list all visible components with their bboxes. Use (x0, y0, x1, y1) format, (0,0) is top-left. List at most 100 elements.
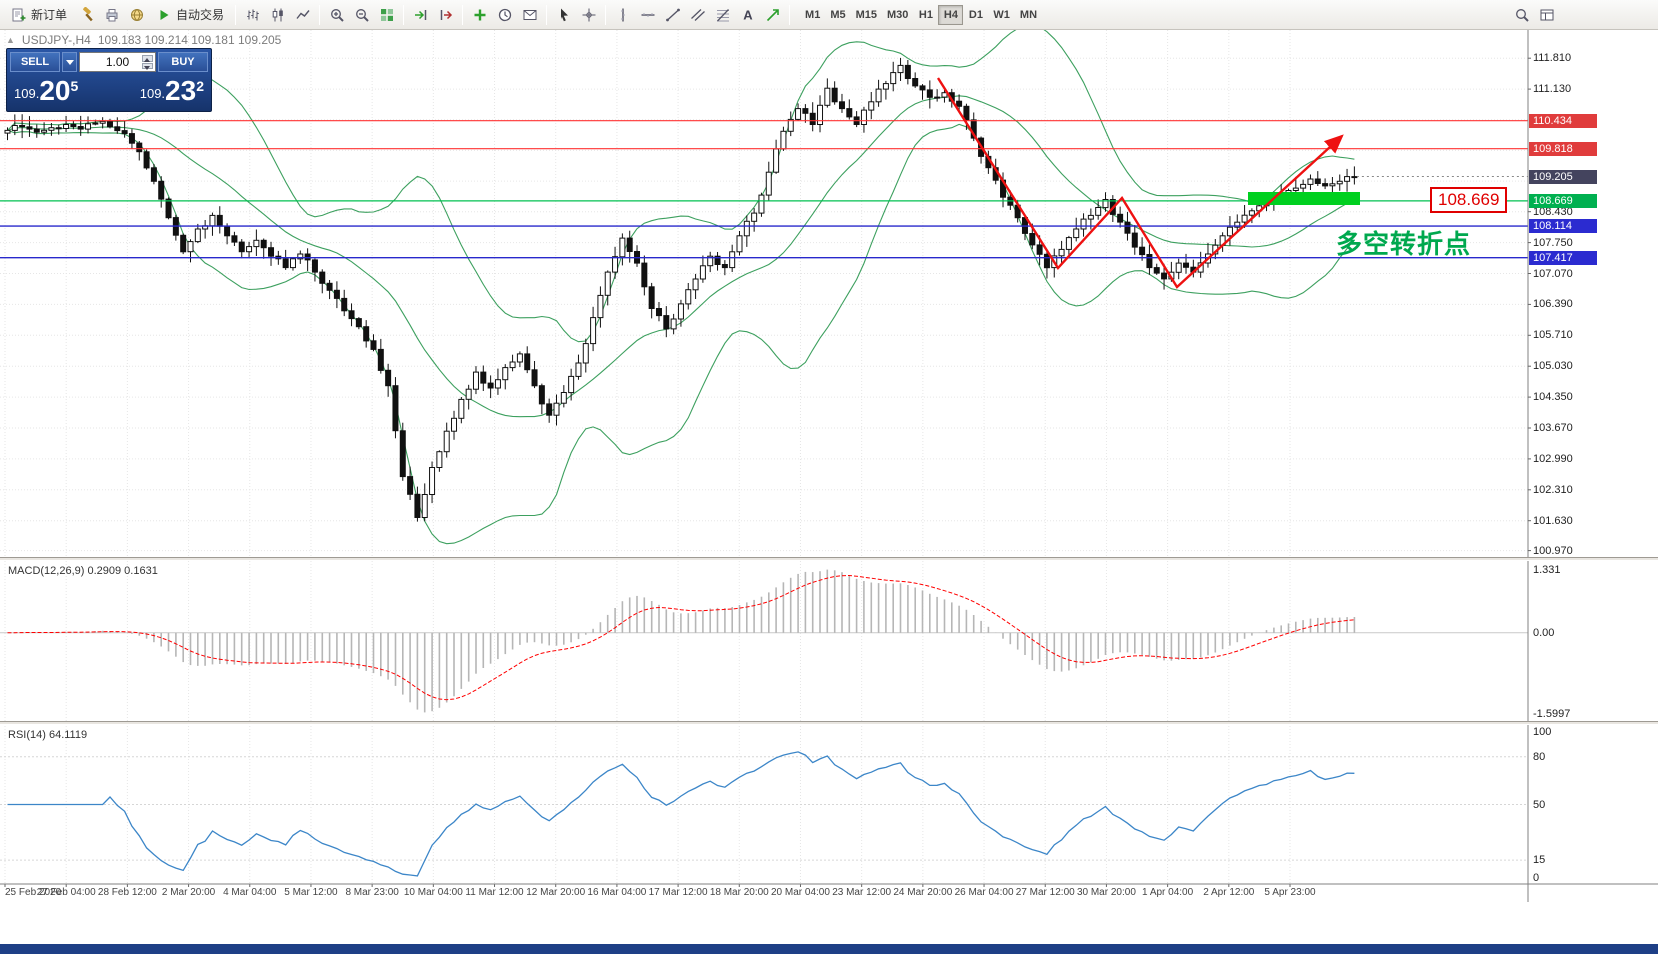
time-axis-label: 5 Apr 23:00 (1264, 887, 1316, 898)
order-type-dropdown[interactable] (62, 52, 77, 72)
one-click-trading-panel: SELL 1.00 BUY 109.205 109.232 (6, 48, 212, 112)
trade-tools-button[interactable] (74, 3, 99, 27)
zoom-out-button[interactable] (349, 3, 374, 27)
time-axis-label: 11 Mar 12:00 (465, 887, 524, 898)
volume-field[interactable]: 1.00 (79, 52, 156, 72)
channel-button[interactable] (685, 3, 710, 27)
toolbar-right (1509, 3, 1559, 27)
autoscroll-icon (413, 7, 429, 23)
new-order-button-label: 新订单 (31, 8, 68, 22)
collapse-trade-panel-button[interactable]: ▲ (6, 35, 15, 45)
arrows-icon (765, 7, 781, 23)
indicators-button[interactable] (467, 3, 492, 27)
auto-scroll-button[interactable] (408, 3, 433, 27)
print-button[interactable] (99, 3, 124, 27)
volume-decrease-button[interactable] (142, 62, 153, 69)
timeframe-m30[interactable]: M30 (887, 8, 909, 21)
time-axis-label: 2 Mar 20:00 (161, 887, 216, 898)
timeframe-m1[interactable]: M1 (805, 8, 821, 21)
bid-main-digits: 20 (39, 75, 71, 106)
bid-prefix: 109. (14, 86, 40, 101)
timeframe-w1[interactable]: W1 (993, 8, 1010, 21)
toolbar-separator (403, 4, 405, 25)
time-axis[interactable]: 25 Feb 2020 27 Feb 04:00 28 Feb 12:00 2 Mar… (0, 884, 1658, 902)
trendline-button[interactable] (660, 3, 685, 27)
time-axis-label: 26 Mar 04:00 (954, 887, 1014, 898)
hline-icon (640, 7, 656, 23)
template-icon (522, 7, 538, 23)
new-order-icon (11, 7, 27, 23)
ask-price[interactable]: 109.232 (140, 76, 204, 106)
bar-chart-button[interactable] (240, 3, 265, 27)
new-window-button[interactable] (1534, 3, 1559, 27)
time-axis-label: 24 Mar 20:00 (893, 887, 953, 898)
time-axis-label: 27 Feb 04:00 (36, 887, 96, 898)
symbol-name: USDJPY-,H4 (21, 33, 91, 47)
hammer-icon (79, 6, 95, 23)
search-icon (1514, 7, 1530, 23)
toolbar-separator (235, 4, 237, 25)
timeframe-h4[interactable]: H4 (938, 4, 964, 25)
trade-panel-controls: SELL 1.00 BUY (10, 52, 208, 72)
sell-button[interactable]: SELL (10, 52, 60, 72)
templates-button[interactable] (517, 3, 542, 27)
market-overview-button[interactable] (124, 3, 149, 27)
zoom-in-button[interactable] (324, 3, 349, 27)
turning-point-annotation: 多空转折点 (1336, 229, 1472, 259)
price-callout-label: 108.669 (1430, 187, 1508, 213)
fibonacci-button[interactable] (710, 3, 735, 27)
time-axis-label: 17 Mar 12:00 (648, 887, 708, 898)
chart-shift-button[interactable] (433, 3, 458, 27)
trend-icon (665, 7, 681, 23)
panel-divider[interactable] (0, 557, 1658, 561)
crosshair-icon (581, 7, 597, 23)
auto-trading-button[interactable]: 自动交易 (149, 3, 231, 27)
panel-divider[interactable] (0, 721, 1658, 725)
time-axis-label: 2 Apr 12:00 (1203, 887, 1255, 898)
plus-icon (472, 7, 488, 23)
toolbar-separator (546, 4, 548, 25)
time-axis-label: 25 Feb 2020 (5, 887, 62, 898)
shift-icon (438, 7, 454, 23)
ask-pip-digit: 2 (196, 78, 204, 94)
chevron-down-icon (65, 59, 74, 65)
new-order-button[interactable]: 新订单 (4, 3, 74, 27)
horizontal-line-button[interactable] (635, 3, 660, 27)
bars-icon (245, 7, 261, 23)
time-axis-label: 18 Mar 20:00 (709, 887, 769, 898)
taskbar-strip (0, 944, 1658, 954)
time-axis-label: 20 Mar 04:00 (771, 887, 830, 898)
vline-icon (615, 7, 631, 23)
time-axis-label: 23 Mar 12:00 (832, 887, 892, 898)
svg-text:A: A (743, 7, 753, 22)
crosshair-button[interactable] (576, 3, 601, 27)
fibo-icon (715, 7, 731, 23)
line-chart-button[interactable] (290, 3, 315, 27)
candlestick-chart-button[interactable] (265, 3, 290, 27)
timeframe-m5[interactable]: M5 (830, 8, 846, 21)
search-button[interactable] (1509, 3, 1534, 27)
text-button[interactable]: A (735, 3, 760, 27)
channel-icon (690, 7, 706, 23)
time-axis-label: 1 Apr 04:00 (1142, 887, 1194, 898)
rsi-indicator-label: RSI(14) 64.1119 (8, 729, 88, 741)
timeframe-group: M1 M5 M15 M30 H1 H4 D1 W1 MN (800, 4, 1042, 25)
volume-increase-button[interactable] (142, 55, 153, 62)
buy-button[interactable]: BUY (158, 52, 208, 72)
clock-icon (497, 7, 513, 23)
time-axis-label: 28 Feb 12:00 (97, 887, 157, 898)
bid-price[interactable]: 109.205 (14, 76, 78, 106)
periods-button[interactable] (492, 3, 517, 27)
time-axis-label: 5 Mar 12:00 (284, 887, 338, 898)
timeframe-m15[interactable]: M15 (855, 8, 877, 21)
timeframe-mn[interactable]: MN (1019, 8, 1038, 21)
arrows-button[interactable] (760, 3, 785, 27)
time-axis-label: 30 Mar 20:00 (1076, 887, 1136, 898)
cursor-button[interactable] (551, 3, 576, 27)
timeframe-h1[interactable]: H1 (918, 8, 933, 21)
vertical-line-button[interactable] (610, 3, 635, 27)
tile-windows-button[interactable] (374, 3, 399, 27)
timeframe-d1[interactable]: D1 (968, 8, 983, 21)
toolbar: 新订单 自动交易 A M1 M5 M15 M30 H1 H4 D1 W1 MN (0, 0, 1658, 30)
